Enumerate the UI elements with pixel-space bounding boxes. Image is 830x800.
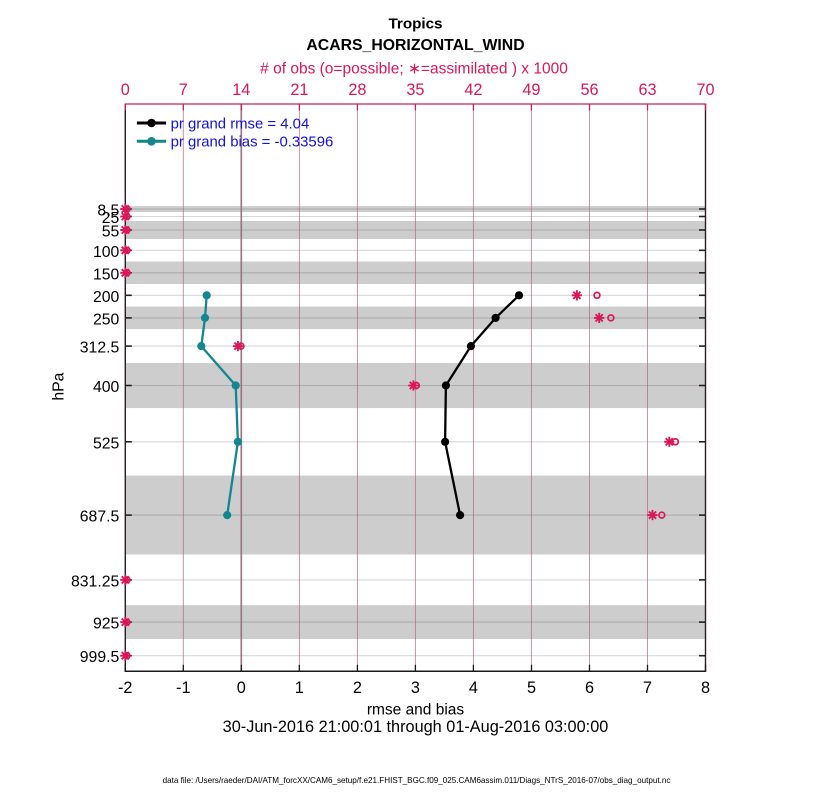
svg-text:63: 63 <box>638 81 656 99</box>
svg-text:pr grand bias = -0.33596: pr grand bias = -0.33596 <box>171 135 334 151</box>
svg-text:ACARS_HORIZONTAL_WIND: ACARS_HORIZONTAL_WIND <box>306 37 524 54</box>
svg-text:2: 2 <box>353 679 362 697</box>
svg-text:831.25: 831.25 <box>71 573 120 590</box>
svg-text:7: 7 <box>179 81 188 99</box>
svg-text:data file: /Users/raeder/DAI/A: data file: /Users/raeder/DAI/ATM_forcXX/… <box>163 776 671 785</box>
svg-text:55: 55 <box>102 224 120 241</box>
svg-text:925: 925 <box>93 616 120 633</box>
svg-text:rmse and bias: rmse and bias <box>367 701 465 718</box>
svg-text:-2: -2 <box>118 679 132 697</box>
svg-text:150: 150 <box>93 266 120 283</box>
svg-text:312.5: 312.5 <box>80 340 120 357</box>
svg-text:7: 7 <box>643 679 652 697</box>
svg-text:49: 49 <box>522 81 540 99</box>
svg-text:42: 42 <box>464 81 482 99</box>
svg-text:56: 56 <box>580 81 598 99</box>
svg-text:0: 0 <box>237 679 246 697</box>
svg-text:70: 70 <box>696 81 714 99</box>
svg-text:1: 1 <box>295 679 304 697</box>
svg-text:28: 28 <box>348 81 366 99</box>
svg-text:25: 25 <box>102 210 120 227</box>
svg-text:14: 14 <box>232 81 250 99</box>
svg-text:5: 5 <box>527 679 536 697</box>
svg-text:21: 21 <box>290 81 308 99</box>
svg-text:4: 4 <box>469 679 478 697</box>
svg-text:999.5: 999.5 <box>80 649 120 666</box>
svg-text:30-Jun-2016 21:00:01 through 0: 30-Jun-2016 21:00:01 through 01-Aug-2016… <box>223 718 609 736</box>
svg-text:hPa: hPa <box>51 372 68 400</box>
svg-text:# of obs (o=possible; ∗=assimi: # of obs (o=possible; ∗=assimilated ) x … <box>260 61 568 78</box>
svg-text:0: 0 <box>121 81 130 99</box>
svg-text:6: 6 <box>585 679 594 697</box>
svg-text:100: 100 <box>93 244 120 261</box>
svg-text:Tropics: Tropics <box>388 16 442 33</box>
svg-text:250: 250 <box>93 311 120 328</box>
svg-text:8: 8 <box>701 679 710 697</box>
svg-text:-1: -1 <box>176 679 190 697</box>
svg-text:400: 400 <box>93 379 120 396</box>
svg-text:687.5: 687.5 <box>80 509 120 526</box>
svg-text:525: 525 <box>93 435 120 452</box>
svg-text:8.5: 8.5 <box>97 203 119 220</box>
svg-text:35: 35 <box>406 81 424 99</box>
svg-text:200: 200 <box>93 289 120 306</box>
svg-text:pr grand rmse = 4.04: pr grand rmse = 4.04 <box>171 116 310 132</box>
svg-text:3: 3 <box>411 679 420 697</box>
